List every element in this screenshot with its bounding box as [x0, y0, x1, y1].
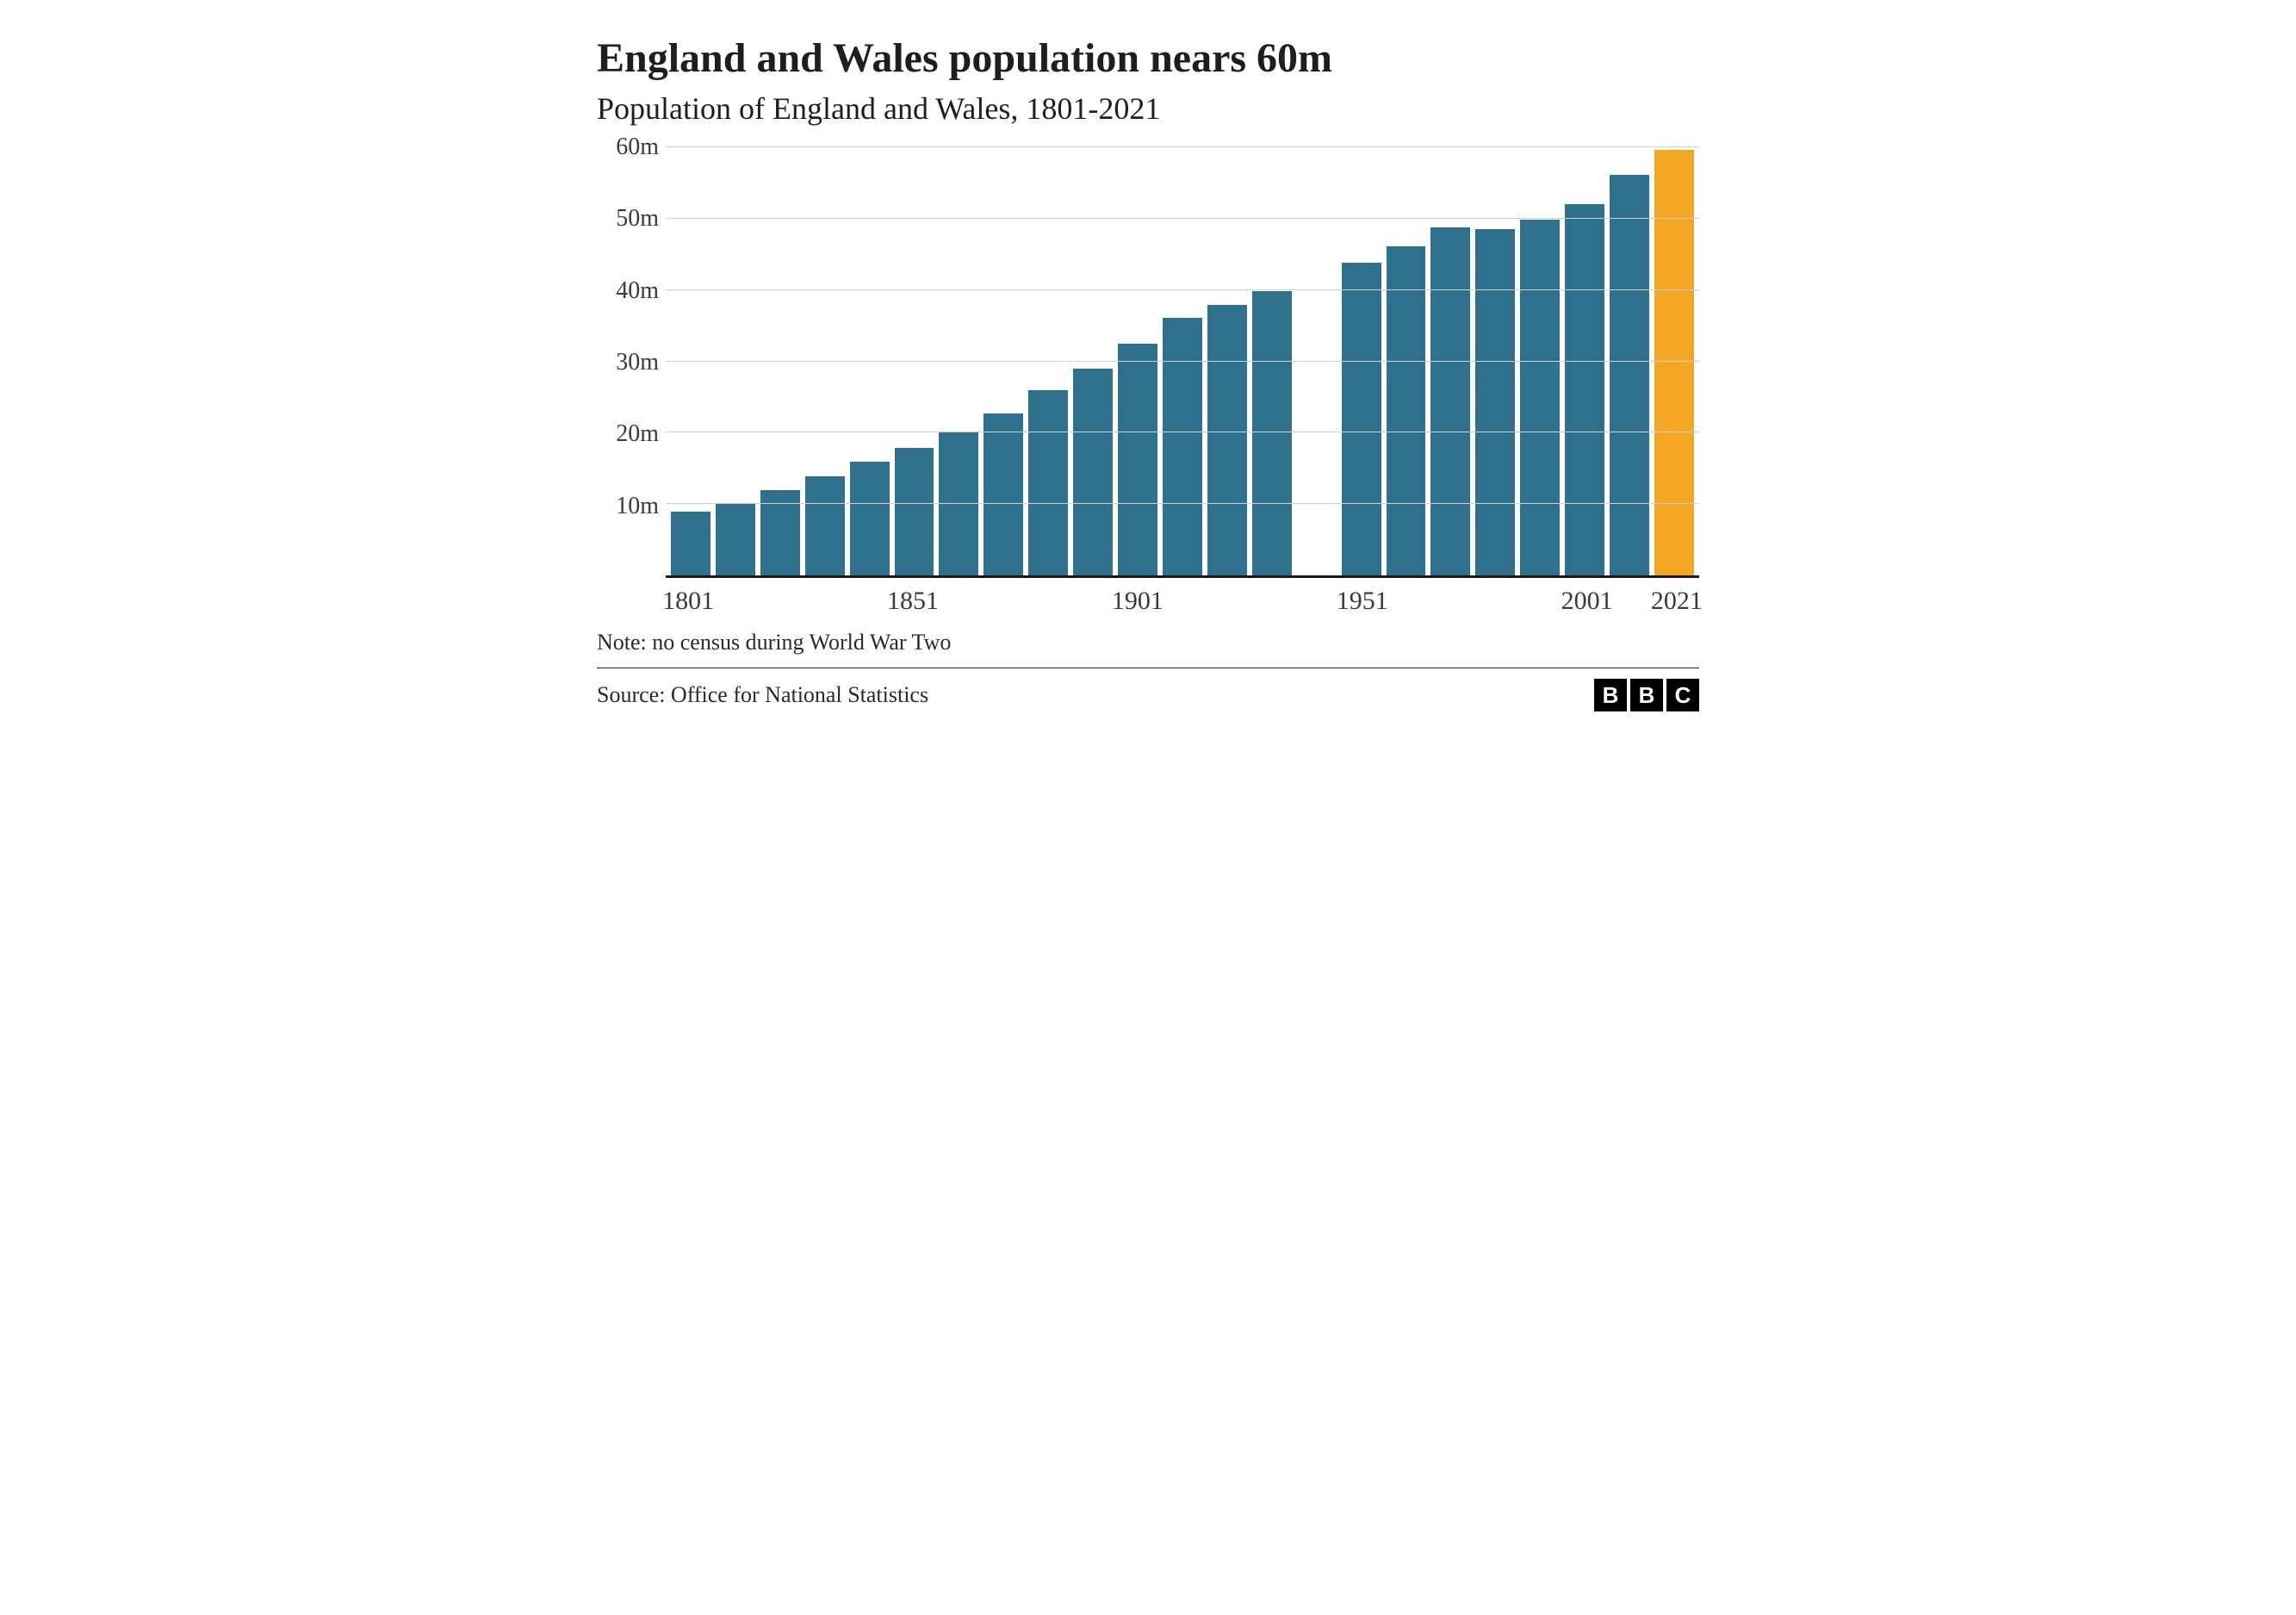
bars-group — [666, 147, 1699, 575]
bar — [716, 503, 755, 575]
bar — [850, 462, 890, 575]
bar — [805, 476, 845, 575]
x-tick-label: 2021 — [1651, 587, 1703, 616]
y-tick-label: 60m — [616, 134, 659, 161]
bar — [671, 512, 711, 575]
y-tick-label: 20m — [616, 420, 659, 448]
bar — [1207, 305, 1247, 575]
bar — [1252, 291, 1292, 576]
bar — [895, 448, 934, 575]
bar — [1118, 344, 1157, 575]
chart-container: England and Wales population nears 60m P… — [597, 34, 1699, 711]
bar — [1610, 175, 1649, 575]
bar — [1163, 318, 1202, 575]
bar — [1387, 246, 1426, 575]
x-tick-label: 1951 — [1337, 587, 1388, 616]
chart-note: Note: no census during World War Two — [597, 630, 1699, 668]
bar — [1430, 227, 1470, 575]
x-tick-label: 2001 — [1561, 587, 1613, 616]
gridline — [666, 361, 1699, 362]
y-tick-label: 50m — [616, 205, 659, 233]
chart-title: England and Wales population nears 60m — [597, 34, 1699, 82]
gridline — [666, 289, 1699, 290]
bar — [1073, 369, 1113, 575]
x-tick-label: 1901 — [1112, 587, 1164, 616]
bar — [1475, 229, 1515, 575]
plot-area — [666, 147, 1699, 578]
y-tick-label: 40m — [616, 277, 659, 305]
bar — [1520, 220, 1560, 575]
gridline — [666, 503, 1699, 504]
logo-block: B — [1630, 679, 1663, 711]
y-tick-label: 30m — [616, 349, 659, 376]
chart-subtitle: Population of England and Wales, 1801-20… — [597, 90, 1699, 127]
x-tick-label: 1801 — [662, 587, 714, 616]
y-tick-label: 10m — [616, 493, 659, 520]
bar — [984, 413, 1023, 575]
gridline — [666, 146, 1699, 147]
bbc-logo: BBC — [1594, 679, 1699, 711]
logo-block: B — [1594, 679, 1627, 711]
x-tick-label: 1851 — [887, 587, 939, 616]
logo-block: C — [1666, 679, 1699, 711]
bar — [1028, 390, 1068, 575]
y-axis: 10m20m30m40m50m60m — [597, 147, 666, 578]
gridline — [666, 218, 1699, 219]
chart-footer: Source: Office for National Statistics B… — [597, 679, 1699, 711]
x-axis: 180118511901195120012021 — [666, 578, 1699, 612]
chart-source: Source: Office for National Statistics — [597, 682, 928, 708]
bar — [1654, 150, 1694, 575]
bar — [1565, 204, 1604, 575]
chart-area: 10m20m30m40m50m60m 180118511901195120012… — [597, 147, 1699, 612]
bar — [1342, 263, 1381, 575]
